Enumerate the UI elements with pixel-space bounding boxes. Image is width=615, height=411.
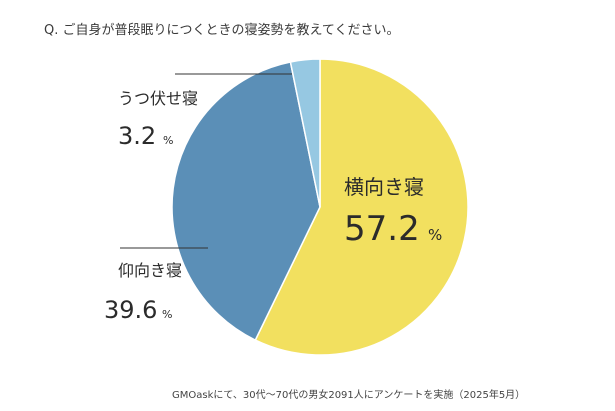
slice-unit-3: % <box>163 134 173 147</box>
slice-label-3: うつ伏せ寝 <box>118 89 198 108</box>
pie-slices <box>171 58 469 356</box>
question-title: Q. ご自身が普段眠りにつくときの寝姿勢を教えてください。 <box>44 22 399 38</box>
slice-value-3: 3.2 <box>118 122 156 150</box>
slice-value-2: 39.6 <box>104 296 157 324</box>
slice-labels: 横向き寝 57.2 % 仰向き寝 39.6 % うつ伏せ寝 3.2% <box>104 89 442 324</box>
survey-footnote: GMOaskにて、30代〜70代の男女2091人にアンケートを実施（2025年5… <box>172 388 525 401</box>
slice-unit-1: % <box>428 226 442 244</box>
pie-slice-1 <box>254 58 469 356</box>
slice-label-1: 横向き寝 <box>344 175 424 199</box>
slice-label-2: 仰向き寝 <box>118 261 182 280</box>
leader-lines <box>120 73 292 249</box>
pie-slice-2 <box>171 61 321 342</box>
pie-slice-3 <box>289 58 321 208</box>
slice-value-1: 57.2 <box>344 209 420 249</box>
slice-unit-2: % <box>162 308 172 321</box>
